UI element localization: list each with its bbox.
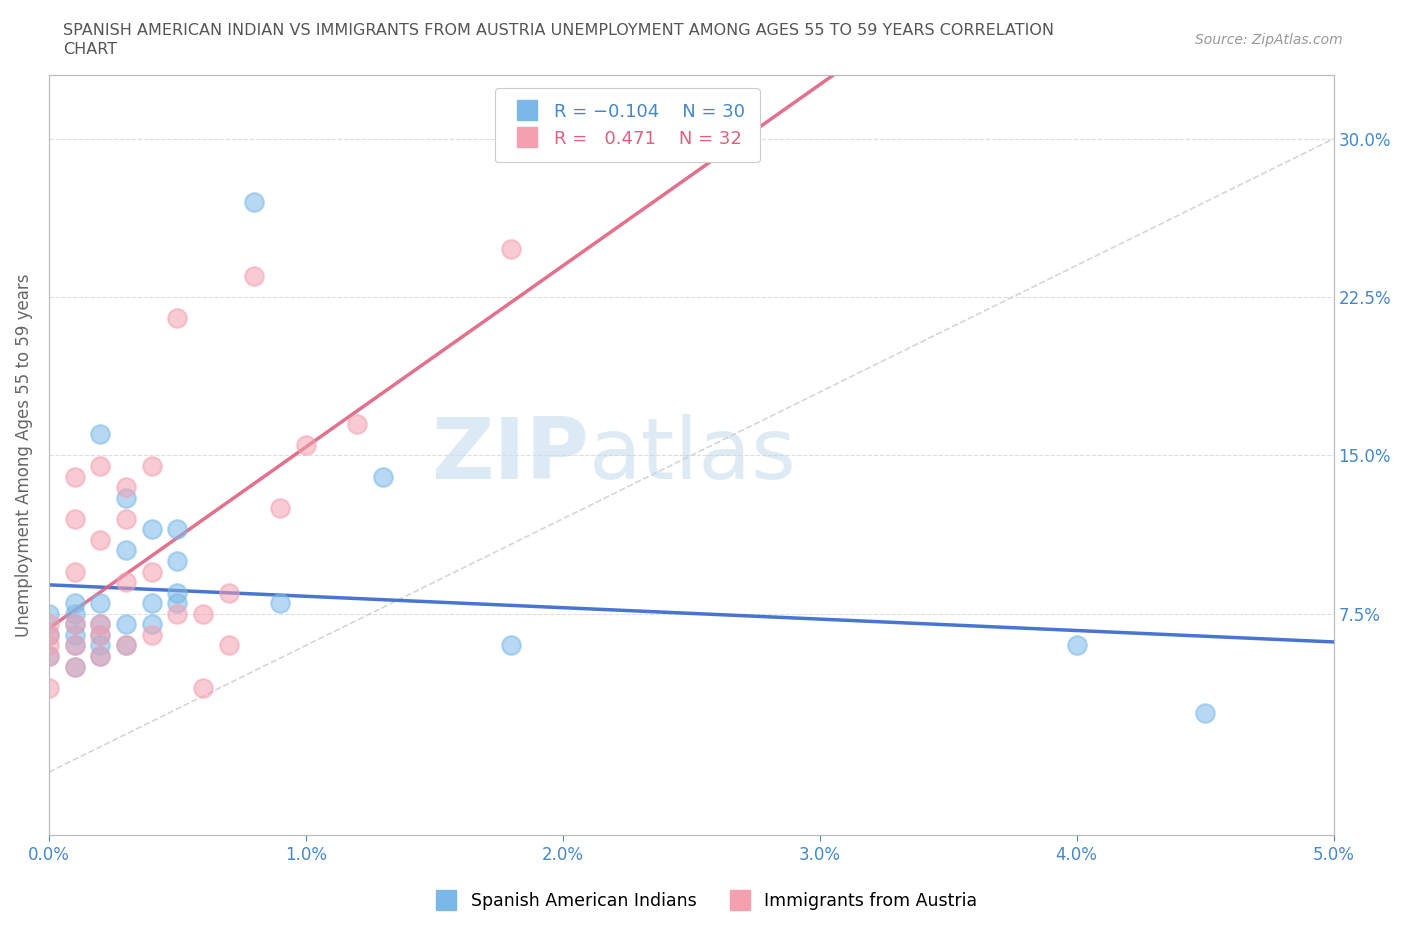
Point: [166, 553, 188, 568]
Point: [166, 606, 188, 621]
Point: [243, 269, 266, 284]
Point: [38, 628, 60, 643]
Point: [115, 490, 138, 505]
Point: [166, 585, 188, 600]
Point: [89, 596, 111, 611]
Point: [501, 638, 523, 653]
Text: SPANISH AMERICAN INDIAN VS IMMIGRANTS FROM AUSTRIA UNEMPLOYMENT AMONG AGES 55 TO: SPANISH AMERICAN INDIAN VS IMMIGRANTS FR…: [63, 23, 1054, 38]
Point: [89, 638, 111, 653]
Point: [141, 628, 163, 643]
Point: [63, 628, 86, 643]
Point: [218, 638, 240, 653]
Point: [295, 437, 318, 452]
Point: [191, 680, 214, 695]
Point: [115, 638, 138, 653]
Point: [89, 628, 111, 643]
Point: [269, 596, 291, 611]
Point: [89, 427, 111, 442]
Point: [63, 596, 86, 611]
Point: [38, 638, 60, 653]
Point: [89, 648, 111, 663]
Point: [166, 311, 188, 325]
Text: CHART: CHART: [63, 42, 117, 57]
Point: [89, 617, 111, 631]
Point: [63, 638, 86, 653]
Point: [218, 585, 240, 600]
Point: [63, 565, 86, 579]
Point: [141, 458, 163, 473]
Legend: Spanish American Indians, Immigrants from Austria: Spanish American Indians, Immigrants fro…: [422, 884, 984, 917]
Point: [89, 533, 111, 548]
Point: [89, 648, 111, 663]
Point: [115, 480, 138, 495]
Point: [141, 522, 163, 537]
Point: [191, 606, 214, 621]
Point: [63, 617, 86, 631]
Point: [243, 194, 266, 209]
Point: [63, 469, 86, 484]
Point: [115, 543, 138, 558]
Point: [1194, 706, 1216, 721]
Point: [89, 458, 111, 473]
Y-axis label: Unemployment Among Ages 55 to 59 years: Unemployment Among Ages 55 to 59 years: [15, 273, 32, 637]
Point: [63, 606, 86, 621]
Point: [166, 596, 188, 611]
Point: [89, 628, 111, 643]
Point: [115, 575, 138, 590]
Point: [63, 512, 86, 526]
Point: [63, 659, 86, 674]
Legend: R = −0.104    N = 30, R =   0.471    N = 32: R = −0.104 N = 30, R = 0.471 N = 32: [495, 88, 759, 162]
Point: [38, 680, 60, 695]
Text: atlas: atlas: [589, 414, 796, 497]
Point: [269, 500, 291, 515]
Point: [63, 659, 86, 674]
Point: [38, 648, 60, 663]
Point: [115, 512, 138, 526]
Point: [115, 617, 138, 631]
Point: [38, 617, 60, 631]
Point: [141, 596, 163, 611]
Point: [89, 617, 111, 631]
Point: [166, 522, 188, 537]
Point: [63, 638, 86, 653]
Text: ZIP: ZIP: [430, 414, 589, 497]
Point: [346, 417, 368, 432]
Point: [38, 648, 60, 663]
Point: [38, 628, 60, 643]
Point: [1066, 638, 1088, 653]
Point: [63, 617, 86, 631]
Point: [371, 469, 394, 484]
Text: Source: ZipAtlas.com: Source: ZipAtlas.com: [1195, 33, 1343, 46]
Point: [501, 241, 523, 256]
Point: [141, 617, 163, 631]
Point: [115, 638, 138, 653]
Point: [38, 606, 60, 621]
Point: [141, 565, 163, 579]
